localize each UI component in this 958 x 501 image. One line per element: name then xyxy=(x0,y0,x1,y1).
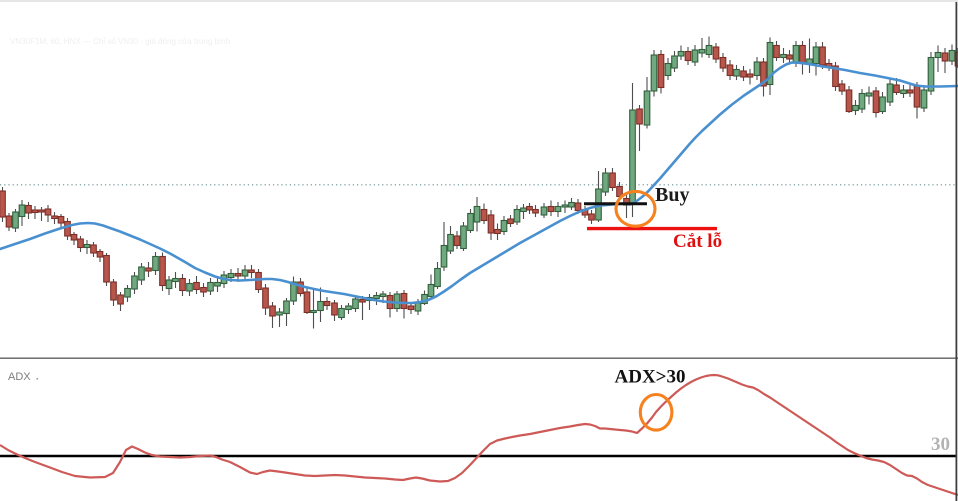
svg-text:ADX>30: ADX>30 xyxy=(615,367,686,388)
svg-text:Buy: Buy xyxy=(655,184,689,206)
svg-text:Cắt lỗ: Cắt lỗ xyxy=(673,231,722,252)
svg-text:30: 30 xyxy=(931,434,950,455)
svg-text:VN30F1M, 60, HNX — Chỉ số VN: VN30F1M, 60, HNX — Chỉ số VN30 · giá đón… xyxy=(10,37,230,46)
svg-text:ADX: ADX xyxy=(8,371,31,383)
